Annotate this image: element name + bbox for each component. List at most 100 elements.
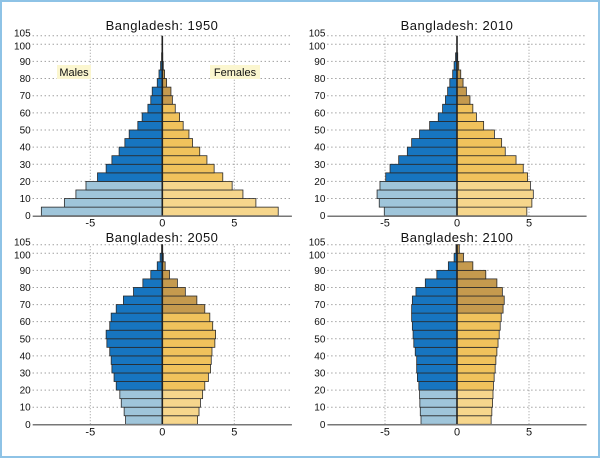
bar-female: [161, 389, 204, 400]
bar-female: [456, 389, 494, 400]
bar-female: [161, 198, 257, 208]
females-label-bg: [210, 65, 260, 79]
bar-female: [456, 269, 487, 280]
bar-male: [411, 304, 458, 314]
bar-female: [161, 346, 213, 357]
bar-male: [398, 155, 458, 165]
bar-male: [106, 338, 163, 348]
y-tick-label: 30: [20, 368, 32, 379]
x-tick-label: -5: [85, 218, 95, 230]
bar-male: [111, 364, 163, 374]
bar-female: [456, 181, 531, 191]
sex-labels: Males Females: [57, 65, 260, 79]
y-tick-label: 10: [20, 403, 32, 414]
bar-female: [456, 86, 467, 97]
pyramid-2100: Bangladesh: 2100 01020304050607080901001…: [309, 230, 587, 438]
bar-male: [113, 372, 163, 382]
x-tick-label: -5: [85, 426, 95, 438]
bar-male: [124, 138, 163, 148]
bar-female: [161, 372, 209, 382]
x-tick-label: 5: [231, 426, 237, 438]
bar-female: [161, 364, 211, 374]
chart-title: Bangladesh: 2050: [106, 230, 219, 245]
bar-female: [456, 138, 503, 148]
x-tick-label: 0: [454, 426, 460, 438]
bar-male: [379, 181, 458, 191]
bar-female: [456, 346, 498, 357]
pyramid-2050: Bangladesh: 2050 01020304050607080901001…: [14, 230, 292, 438]
bar-male: [150, 95, 163, 105]
bar-female: [456, 304, 504, 314]
bar-male: [389, 163, 458, 174]
y-tick-label: 0: [320, 420, 326, 431]
bar-male: [406, 146, 458, 157]
y-tick-label: 100: [14, 41, 31, 52]
bar-male: [445, 95, 458, 105]
bar-male: [119, 389, 163, 400]
bar-female: [161, 287, 186, 297]
y-tick-label: 20: [20, 177, 32, 188]
bar-female: [161, 406, 200, 417]
bar-female: [161, 181, 233, 191]
y-tick-label: 40: [20, 143, 32, 154]
bar-female: [456, 155, 517, 165]
y-tick-label: 20: [314, 386, 326, 397]
y-tick-label: 105: [14, 238, 31, 249]
bar-male: [376, 189, 458, 199]
bar-female: [161, 338, 216, 348]
bar-female: [161, 95, 173, 105]
bar-male: [419, 398, 458, 408]
bar-female: [456, 381, 494, 391]
y-tick-label: 0: [320, 211, 326, 222]
bar-male: [97, 172, 163, 182]
y-tick-label: 60: [20, 317, 32, 328]
bar-male: [120, 398, 163, 408]
bar-male: [447, 261, 458, 271]
y-tick-label: 60: [314, 317, 326, 328]
bar-male: [411, 138, 458, 148]
y-tick-label: 80: [20, 283, 32, 294]
bar-female: [456, 163, 524, 174]
bar-female: [161, 155, 208, 165]
y-tick-label: 80: [20, 74, 32, 85]
y-tick-label: 60: [314, 108, 326, 119]
bar-female: [456, 206, 528, 217]
y-tick-label: 20: [314, 177, 326, 188]
bar-male: [63, 198, 163, 208]
bar-male: [419, 129, 458, 139]
y-tick-label: 50: [314, 125, 326, 136]
bar-female: [161, 295, 198, 305]
bar-male: [75, 189, 163, 199]
bar-female: [161, 355, 212, 365]
y-tick-label: 100: [309, 41, 326, 52]
bar-male: [414, 346, 458, 357]
y-tick-label: 50: [20, 334, 32, 345]
y-tick-label: 10: [314, 403, 326, 414]
bar-male: [419, 406, 458, 417]
bar-male: [110, 355, 163, 365]
bar-male: [125, 415, 163, 425]
bar-female: [456, 406, 493, 417]
bar-male: [115, 304, 163, 314]
x-tick-label: -5: [380, 218, 390, 230]
bar-female: [161, 112, 180, 122]
bar-female: [456, 338, 499, 348]
bar-male: [109, 321, 163, 331]
bar-male: [411, 312, 458, 323]
bar-male: [105, 163, 163, 174]
y-tick-label: 90: [20, 57, 32, 68]
bar-female: [161, 278, 178, 288]
bar-male: [412, 329, 458, 340]
chart-title: Bangladesh: 1950: [106, 18, 219, 33]
bar-male: [150, 269, 163, 280]
bar-female: [456, 112, 477, 122]
y-tick-label: 10: [20, 194, 32, 205]
bar-female: [456, 398, 493, 408]
bar-female: [161, 206, 279, 217]
x-tick-label: 0: [159, 426, 165, 438]
y-tick-label: 100: [14, 250, 31, 261]
bar-female: [161, 121, 184, 131]
bar-female: [161, 398, 201, 408]
bar-male: [137, 121, 163, 131]
